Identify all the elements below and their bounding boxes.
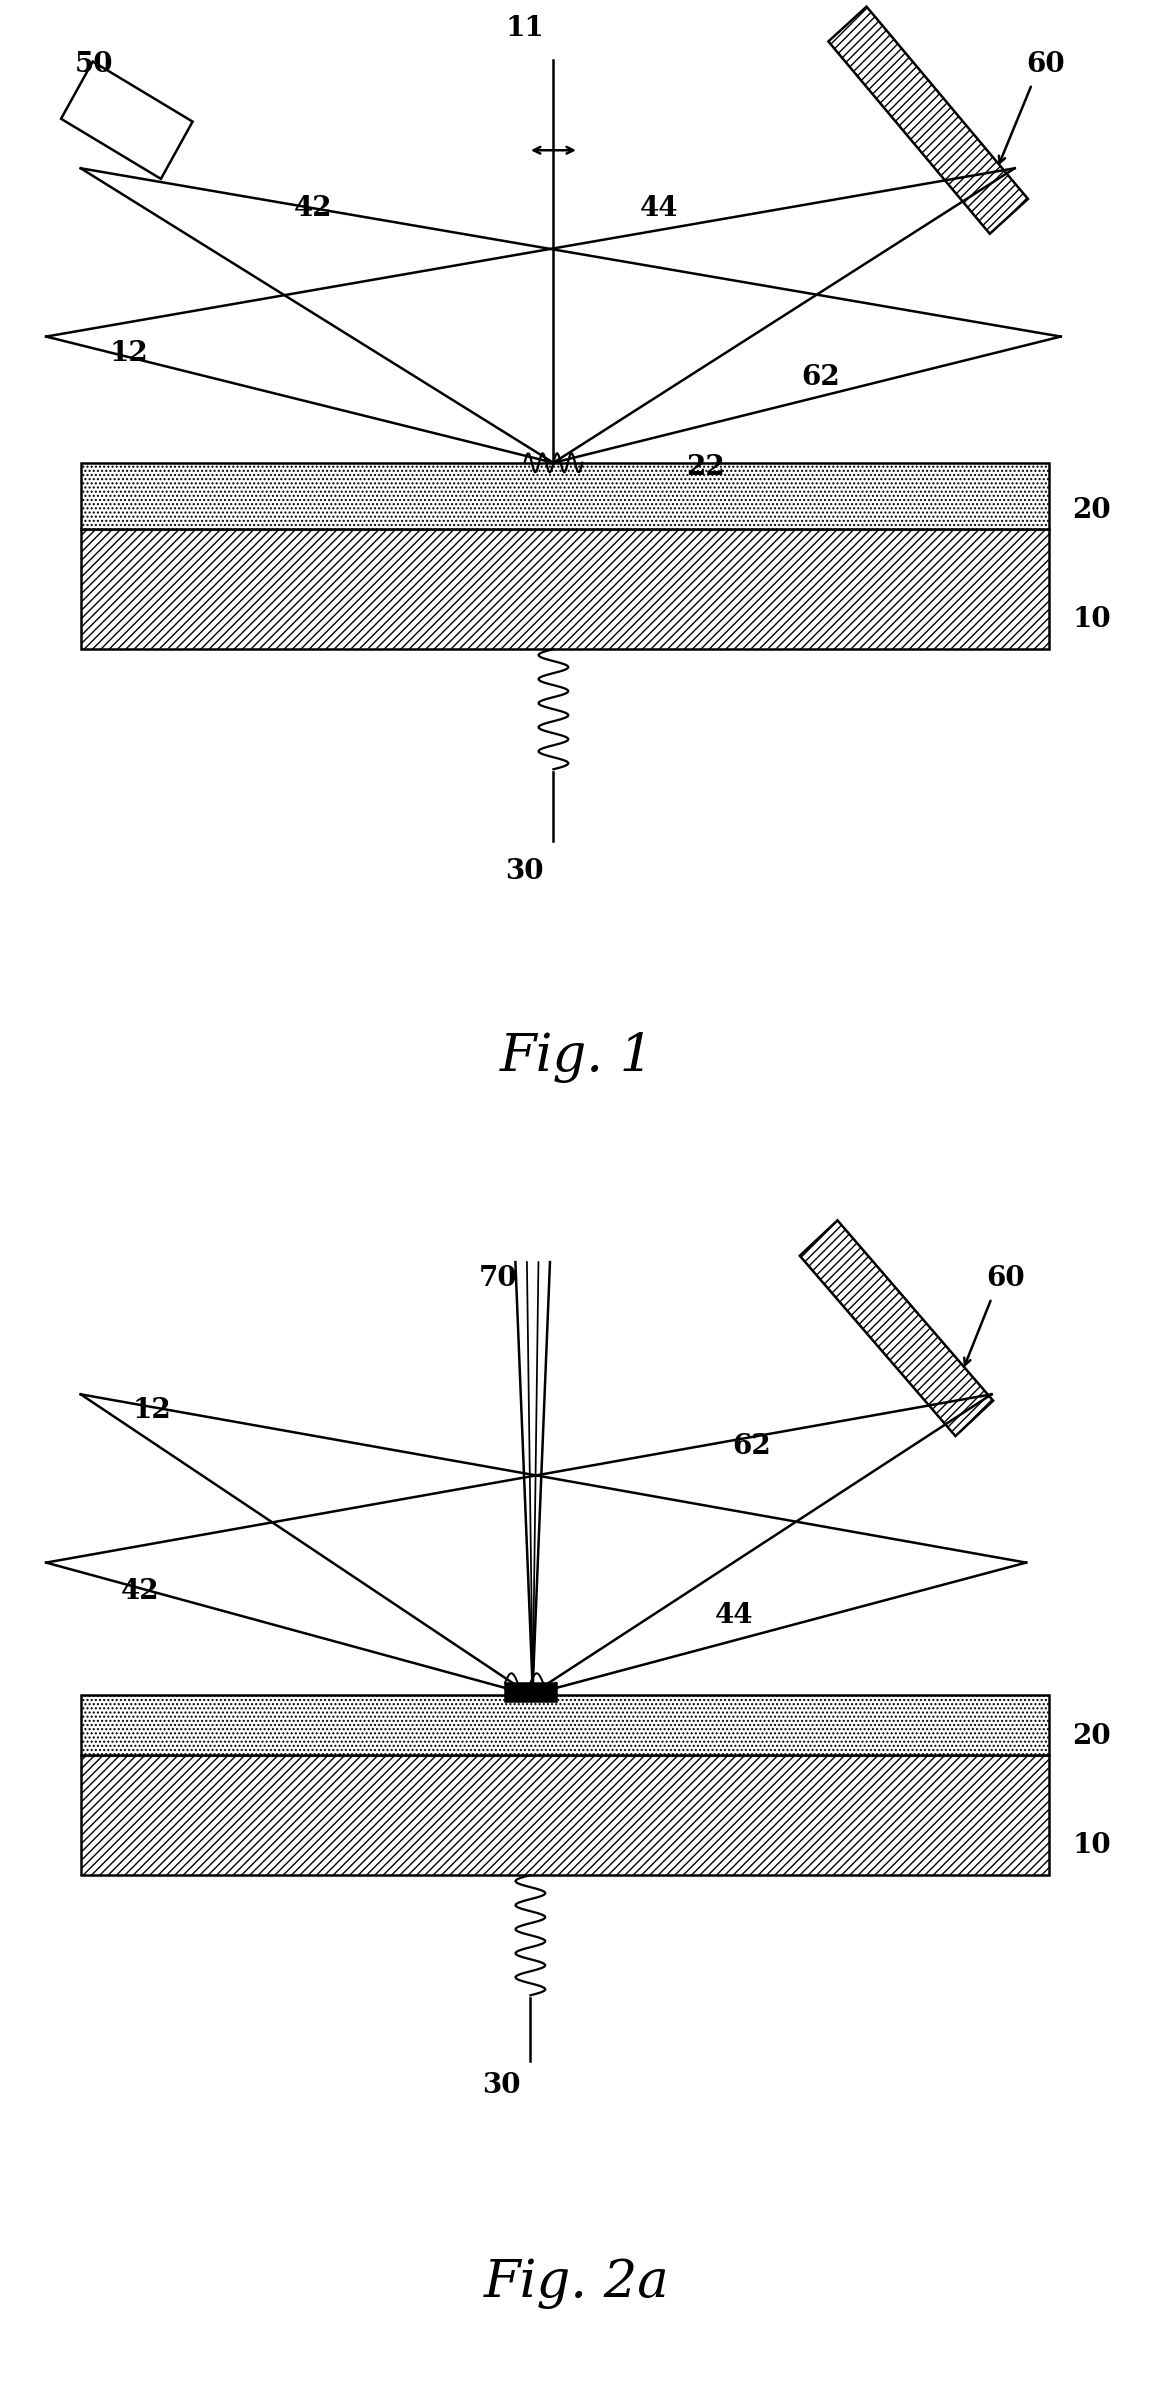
Text: 44: 44 xyxy=(640,195,678,221)
Polygon shape xyxy=(800,1221,993,1435)
Text: 60: 60 xyxy=(1026,50,1064,77)
Polygon shape xyxy=(61,63,193,178)
Text: 42: 42 xyxy=(294,195,332,221)
Text: 22: 22 xyxy=(686,454,725,481)
Text: 12: 12 xyxy=(110,339,149,365)
Bar xyxy=(505,1683,556,1702)
Text: 44: 44 xyxy=(715,1601,753,1628)
Text: 20: 20 xyxy=(1072,1724,1110,1750)
Text: 62: 62 xyxy=(732,1433,771,1459)
Text: 10: 10 xyxy=(1072,606,1110,632)
Bar xyxy=(81,1755,1049,1875)
Text: 12: 12 xyxy=(133,1397,172,1423)
Text: 42: 42 xyxy=(121,1577,159,1603)
Text: 20: 20 xyxy=(1072,498,1110,524)
Text: 10: 10 xyxy=(1072,1832,1110,1858)
Text: 60: 60 xyxy=(986,1265,1024,1291)
Text: 62: 62 xyxy=(801,363,841,389)
Bar xyxy=(81,1695,1049,1755)
Text: 30: 30 xyxy=(505,858,544,885)
Text: 70: 70 xyxy=(478,1265,517,1291)
Text: 50: 50 xyxy=(75,50,113,77)
Text: 11: 11 xyxy=(505,14,544,41)
Text: Fig. 2a: Fig. 2a xyxy=(483,2257,670,2310)
Text: Fig. 1: Fig. 1 xyxy=(499,1031,654,1084)
Bar xyxy=(81,529,1049,649)
Polygon shape xyxy=(828,7,1028,233)
Bar xyxy=(81,462,1049,529)
Text: 30: 30 xyxy=(482,2072,521,2099)
